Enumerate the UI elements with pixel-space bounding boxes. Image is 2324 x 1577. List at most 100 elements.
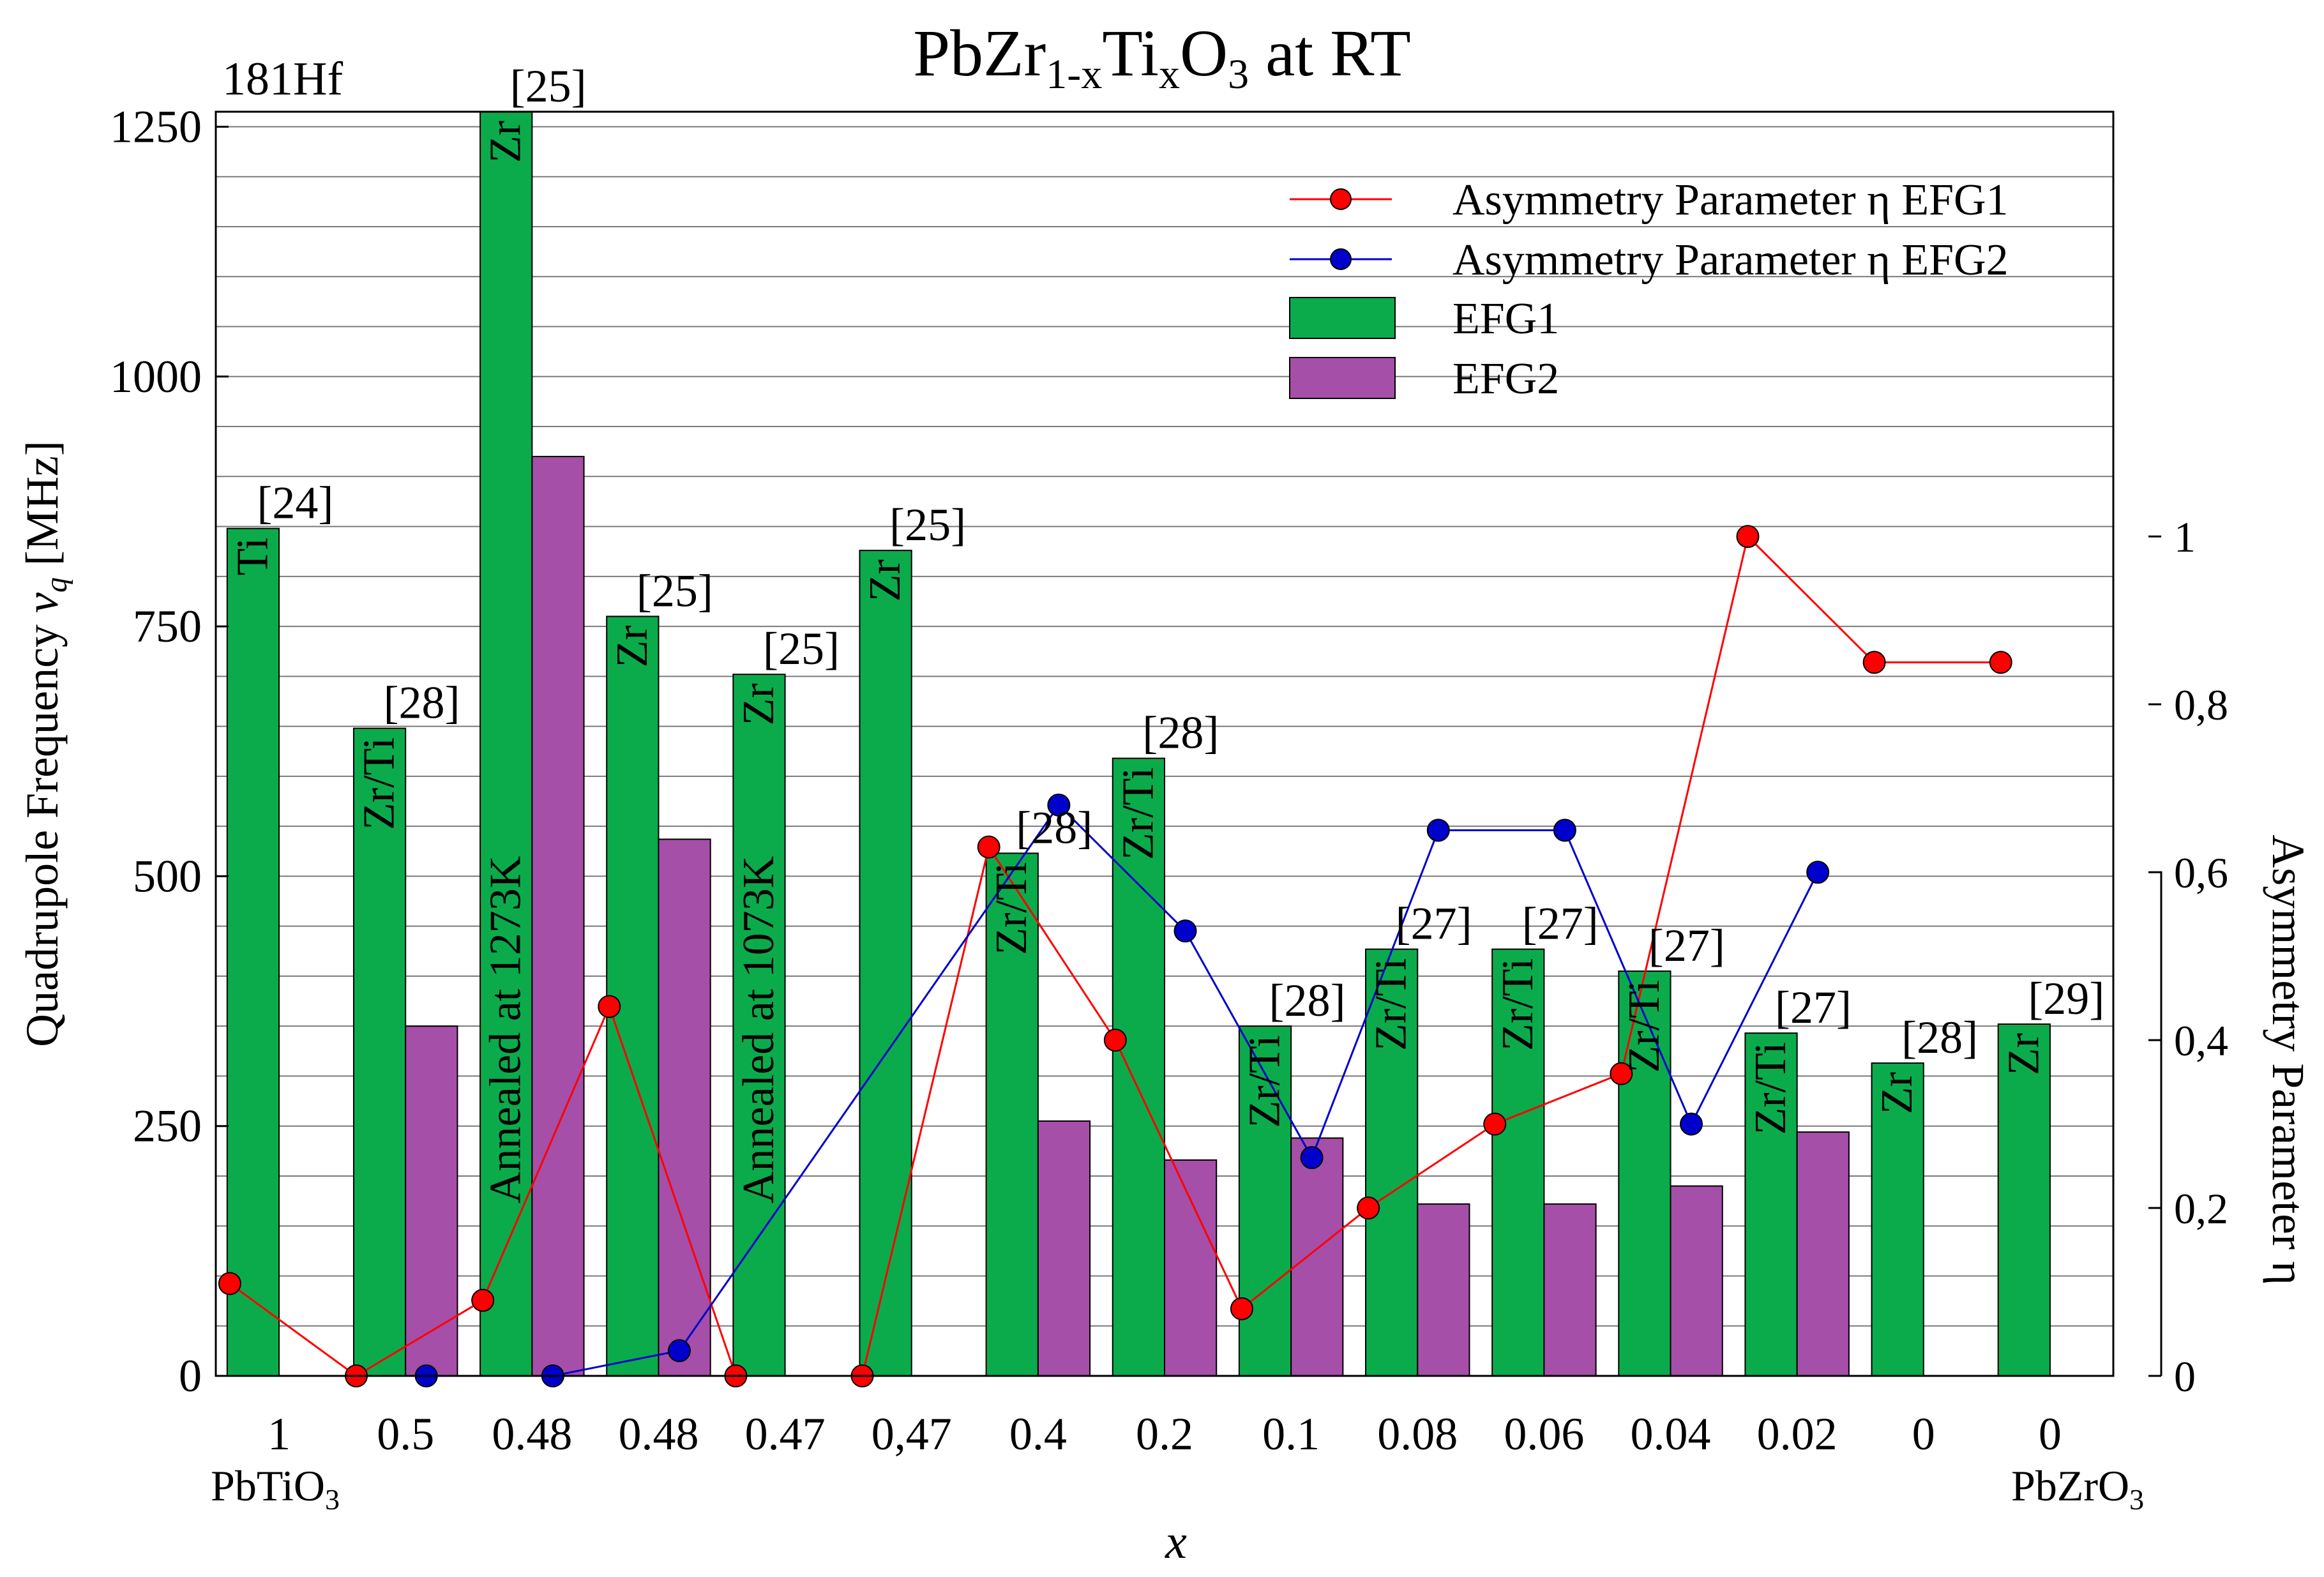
bar-efg1 xyxy=(732,674,786,1377)
y-tick-label: 250 xyxy=(133,1101,202,1152)
legend-label-asym-efg1: Asymmetry Parameter η EFG1 xyxy=(1452,176,2009,225)
bar-site-label: Zr/Ti xyxy=(1113,767,1163,860)
asym-efg1-point xyxy=(1103,1029,1127,1052)
x-tick-label: 0.47 xyxy=(745,1408,826,1460)
bar-efg1 xyxy=(226,527,280,1377)
bar-site-label: Zr/Ti xyxy=(1241,1035,1290,1128)
bar-site-label: Zr/Ti xyxy=(1493,958,1543,1051)
y2-tick-label: 0,8 xyxy=(2174,681,2228,729)
reference-label: [28] xyxy=(1901,1012,1978,1063)
x-tick-label: 0.48 xyxy=(618,1408,698,1460)
reference-label: [27] xyxy=(1522,898,1599,949)
reference-label: [27] xyxy=(1775,982,1852,1033)
asym-efg2-point xyxy=(1300,1146,1324,1170)
legend-label-asym-efg2: Asymmetry Parameter η EFG2 xyxy=(1452,236,2009,285)
x-tick-label: 0.5 xyxy=(377,1408,434,1460)
asym-efg1-point xyxy=(977,835,1000,859)
bar-efg2 xyxy=(531,456,585,1377)
x-tick-label: 1 xyxy=(268,1408,290,1460)
asym-efg2-point xyxy=(1047,793,1071,817)
bar-efg2 xyxy=(1164,1159,1218,1377)
y-tick-label: 500 xyxy=(133,850,202,902)
reference-label: [28] xyxy=(1269,975,1346,1026)
legend-label-efg1: EFG1 xyxy=(1452,294,1559,343)
bar-site-label: Zr xyxy=(608,625,657,667)
bar-efg1 xyxy=(859,550,912,1377)
bar-site-label: Zr/Ti xyxy=(355,737,404,830)
x-tick-label: 0.04 xyxy=(1631,1408,1711,1460)
bar-efg2 xyxy=(1796,1131,1850,1377)
y-axis-title: Quadrupole Frequency νq [MHz] xyxy=(17,441,73,1047)
reference-label: [28] xyxy=(1142,707,1219,758)
bar-efg2 xyxy=(1670,1185,1723,1377)
bar-site-label: Zr/Ti xyxy=(1367,958,1416,1051)
x-tick-label: 0,47 xyxy=(871,1408,952,1460)
bar-site-label: Zr xyxy=(1873,1072,1922,1114)
bar-efg1 xyxy=(1997,1023,2051,1377)
bar-efg1 xyxy=(606,615,660,1377)
y-tick-label: 1250 xyxy=(110,101,202,152)
asym-efg1-point xyxy=(1862,651,1886,674)
x-tick-label: 0.4 xyxy=(1009,1408,1067,1460)
bar-site-label: Ti xyxy=(228,538,277,576)
asym-efg1-point xyxy=(218,1272,241,1295)
reference-label: [27] xyxy=(1649,920,1725,971)
bar-efg1 xyxy=(1871,1062,1924,1377)
right-end-label: PbZrO3 xyxy=(2011,1461,2144,1516)
asym-efg1-point xyxy=(1483,1112,1507,1136)
bar-annotations: Ti [24] Zr/Ti [28] Zr [25] Annealed at 1273K Zr… xyxy=(228,61,2104,1204)
legend-label-efg2: EFG2 xyxy=(1452,354,1559,404)
bar-site-label: Zr xyxy=(861,559,910,601)
y-tick-label: 750 xyxy=(133,601,202,652)
asym-efg2-point xyxy=(1426,819,1450,842)
left-end-label: PbTiO3 xyxy=(211,1461,340,1516)
bar-site-label: Zr/Ti xyxy=(1746,1042,1795,1135)
asym-efg2-point xyxy=(1680,1112,1703,1136)
chart-title: PbZr1-xTixO3 at RT xyxy=(913,17,1411,98)
x-axis-title: x xyxy=(1165,1515,1187,1569)
y2-tick-label: 1 xyxy=(2174,513,2196,561)
legend: Asymmetry Parameter η EFG1 Asymmetry Par… xyxy=(1289,176,2009,404)
y-tick-label: 1000 xyxy=(110,351,202,402)
x-tick-label: 0 xyxy=(1912,1408,1935,1460)
asym-efg1-point xyxy=(1357,1196,1380,1220)
axes: 0 250 500 750 1000 1250 0 0,2 0,4 0,6 0,8 1 1 0.5 0.48… xyxy=(110,101,2228,1460)
bar-site-label: Zr xyxy=(1999,1033,2048,1075)
asym-efg1-point xyxy=(471,1288,495,1312)
reference-label: [25] xyxy=(763,623,840,674)
asym-efg2-point xyxy=(1553,819,1576,842)
x-tick-label: 0.2 xyxy=(1136,1408,1193,1460)
annealing-label: Annealed at 1273K xyxy=(481,856,531,1204)
y2-axis-title: Asymmetry Parameter η xyxy=(2263,834,2314,1285)
reference-label: [28] xyxy=(1016,802,1092,853)
y2-tick-label: 0,2 xyxy=(2174,1184,2228,1233)
x-tick-label: 0.06 xyxy=(1504,1408,1584,1460)
legend-swatch-efg2-bar xyxy=(1289,357,1396,399)
bar-site-label: Zr/Ti xyxy=(1620,980,1669,1073)
bar-efg2 xyxy=(658,838,711,1377)
asym-efg1-point xyxy=(598,995,621,1018)
bar-efg2 xyxy=(1037,1120,1091,1377)
asym-efg1-point xyxy=(1610,1062,1633,1085)
asym-efg1-point xyxy=(1989,651,2012,674)
bar-site-label: Zr xyxy=(734,683,783,725)
reference-label: [25] xyxy=(510,61,587,112)
reference-label: [27] xyxy=(1396,898,1472,949)
plot-frame xyxy=(215,110,2115,1377)
bar-site-label: Zr/Ti xyxy=(987,862,1036,954)
x-tick-label: 0.1 xyxy=(1262,1408,1320,1460)
bar-efg2 xyxy=(1290,1137,1344,1377)
asym-efg2-point xyxy=(1806,861,1830,884)
reference-label: [25] xyxy=(889,499,966,550)
annealing-label: Annealed at 1073K xyxy=(734,856,783,1204)
bar-efg1 xyxy=(1365,948,1419,1377)
y-tick-label: 0 xyxy=(179,1350,202,1401)
asym-efg1-point xyxy=(1230,1297,1253,1320)
bar-efg1 xyxy=(1618,970,1671,1377)
x-tick-label: 0 xyxy=(2039,1408,2062,1460)
y2-tick-label: 0,4 xyxy=(2174,1016,2228,1065)
y2-tick-label: 0 xyxy=(2174,1352,2196,1401)
bars xyxy=(226,111,2051,1377)
probe-label: 181Hf xyxy=(222,53,343,105)
bar-site-label: Zr xyxy=(481,121,531,163)
